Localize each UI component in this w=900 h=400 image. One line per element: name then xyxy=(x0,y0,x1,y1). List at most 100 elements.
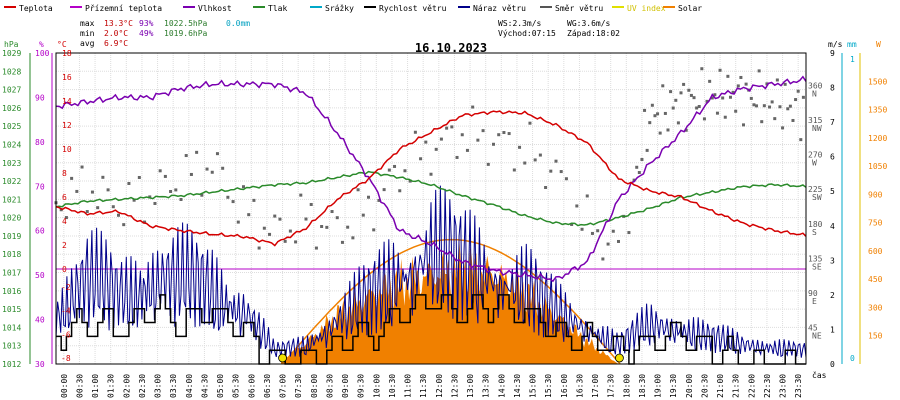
wind-direction-point xyxy=(791,118,795,122)
wind-direction-point xyxy=(346,225,350,229)
wind-direction-point xyxy=(781,126,785,130)
tick-label-time: 21:30 xyxy=(732,374,741,398)
axis-unit-hpa: hPa xyxy=(4,40,19,49)
stat-temp: 2.0°C xyxy=(104,29,128,38)
wind-direction-point xyxy=(64,216,68,220)
wind-direction-point xyxy=(351,236,355,240)
wind-speed-line xyxy=(56,294,806,365)
wind-direction-point xyxy=(666,128,670,132)
wind-direction-point xyxy=(606,242,610,246)
wind-direction-point xyxy=(661,84,665,88)
tick-label-time: 13:30 xyxy=(482,374,491,398)
tick-label-temp: 12 xyxy=(62,121,72,130)
tick-label-ms: 4 xyxy=(830,222,835,231)
legend-swatch xyxy=(612,6,624,8)
tick-label-wind-dir: 90 xyxy=(808,289,818,298)
wind-direction-point xyxy=(96,206,100,210)
tick-label-wind-dir: 225 xyxy=(808,185,823,194)
wind-direction-point xyxy=(695,106,699,110)
tick-label-time: 10:30 xyxy=(388,374,397,398)
legend-swatch xyxy=(458,6,470,8)
axis-unit-ms: m/s xyxy=(828,40,843,49)
wind-direction-point xyxy=(299,193,303,197)
legend-label: Tlak xyxy=(268,4,287,13)
tick-label-wind-dir-name: SW xyxy=(812,193,822,202)
wind-direction-point xyxy=(236,220,240,224)
tick-label-time: 03:00 xyxy=(154,374,163,398)
wind-direction-point xyxy=(580,227,584,231)
tick-label-time: 07:00 xyxy=(279,374,288,398)
tick-label-w: 150 xyxy=(868,332,883,341)
wind-direction-point xyxy=(801,95,805,99)
tick-label-time: 08:30 xyxy=(325,374,334,398)
axis-unit-pct: % xyxy=(39,40,44,49)
legend-label: UV index xyxy=(627,4,666,13)
wind-direction-point xyxy=(788,104,792,108)
tick-label-time: 08:00 xyxy=(310,374,319,398)
wind-direction-point xyxy=(424,140,428,144)
wind-direction-point xyxy=(721,96,725,100)
tick-label-wind-dir: 135 xyxy=(808,254,823,263)
wind-direction-point xyxy=(728,95,732,99)
tick-label-w: 450 xyxy=(868,275,883,284)
wind-direction-point xyxy=(752,103,756,107)
wind-direction-point xyxy=(226,195,230,199)
wind-direction-point xyxy=(762,104,766,108)
wind-direction-point xyxy=(538,153,542,157)
wind-direction-point xyxy=(340,240,344,244)
wind-direction-point xyxy=(648,121,652,125)
tick-label-hpa: 1017 xyxy=(2,269,21,278)
info-ws: WS:2.3m/s xyxy=(498,19,542,28)
tick-label-time: 02:30 xyxy=(138,374,147,398)
wind-direction-point xyxy=(486,162,490,166)
wind-direction-point xyxy=(471,105,475,109)
tick-label-wind-dir: 180 xyxy=(808,220,823,229)
tick-label-time: 00:00 xyxy=(60,374,69,398)
wind-direction-point xyxy=(523,161,527,165)
tick-label-mm: 0 xyxy=(850,354,855,363)
info-sunset: Západ:18:02 xyxy=(567,29,620,38)
stat-label: max xyxy=(80,19,95,28)
tick-label-hpa: 1019 xyxy=(2,232,21,241)
wind-direction-point xyxy=(627,231,631,235)
wind-direction-point xyxy=(445,126,449,130)
tick-label-hpa: 1018 xyxy=(2,250,21,259)
wind-direction-point xyxy=(288,229,292,233)
tick-label-pct: 90 xyxy=(35,93,45,102)
tick-label-hpa: 1020 xyxy=(2,214,21,223)
wind-direction-point xyxy=(697,104,701,108)
legend-swatch xyxy=(364,6,376,8)
legend-swatch xyxy=(540,6,552,8)
tick-label-pct: 60 xyxy=(35,227,45,236)
wind-direction-point xyxy=(262,226,266,230)
tick-label-time: 00:30 xyxy=(75,374,84,398)
wind-direction-point xyxy=(465,148,469,152)
tick-label-ms: 9 xyxy=(830,49,835,58)
wind-direction-point xyxy=(658,131,662,135)
wind-direction-point xyxy=(684,128,688,132)
wind-direction-point xyxy=(106,188,110,192)
tick-label-wind-dir: 360 xyxy=(808,82,823,91)
wind-direction-point xyxy=(335,216,339,220)
tick-label-time: 23:30 xyxy=(794,374,803,398)
wind-direction-point xyxy=(528,121,532,125)
wind-direction-point xyxy=(679,91,683,95)
tick-label-wind-dir-name: NE xyxy=(812,331,822,340)
axis-unit-w: W xyxy=(876,40,881,49)
tick-label-time: 14:00 xyxy=(497,374,506,398)
tick-label-time: 06:30 xyxy=(263,374,272,398)
stat-label: min xyxy=(80,29,95,38)
legend-label: Směr větru xyxy=(555,4,603,13)
tick-label-time: 14:30 xyxy=(513,374,522,398)
plot-frame xyxy=(55,52,807,365)
wind-direction-point xyxy=(273,214,277,218)
tick-label-temp: 4 xyxy=(62,217,67,226)
tick-label-temp: 6 xyxy=(62,193,67,202)
wind-direction-point xyxy=(757,69,761,73)
tick-label-time: 04:30 xyxy=(200,374,209,398)
tick-label-w: 1200 xyxy=(868,134,887,143)
wind-direction-point xyxy=(439,137,443,141)
tick-label-wind-dir-name: SE xyxy=(812,262,822,271)
tick-label-time: 18:30 xyxy=(638,374,647,398)
